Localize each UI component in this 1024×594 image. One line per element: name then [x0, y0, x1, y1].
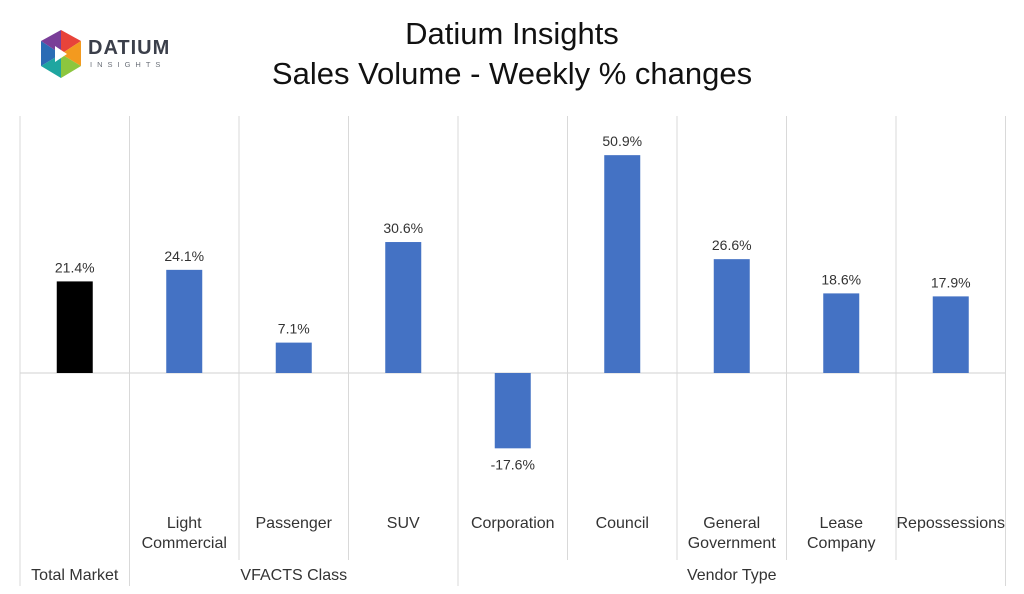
logo-subtext: INSIGHTS	[90, 60, 166, 69]
category-label: Lease	[819, 515, 863, 532]
bar	[166, 269, 203, 373]
data-label: 26.6%	[712, 237, 752, 253]
bar	[494, 373, 531, 449]
data-label: 18.6%	[821, 271, 861, 287]
category-label: Government	[688, 535, 777, 552]
data-label: 30.6%	[383, 220, 423, 236]
category-label: Company	[807, 535, 875, 552]
data-label: 21.4%	[55, 259, 95, 275]
bar	[713, 259, 750, 373]
category-label: Corporation	[471, 515, 555, 532]
logo-wordmark: DATIUM	[88, 37, 171, 59]
category-label: Light	[167, 515, 202, 532]
bar	[823, 293, 860, 373]
bar	[604, 155, 641, 373]
data-label: 50.9%	[602, 133, 642, 149]
bar	[275, 342, 312, 373]
category-label: Council	[596, 515, 649, 532]
data-label: -17.6%	[491, 456, 535, 472]
bar	[932, 296, 969, 373]
chart-subtitle: Sales Volume - Weekly % changes	[271, 56, 753, 91]
data-label: 24.1%	[164, 248, 204, 264]
group-label: Vendor Type	[687, 567, 777, 584]
bar	[56, 281, 93, 373]
chart-title: Datium Insights	[405, 16, 619, 51]
datium-logo: DATIUM INSIGHTS	[38, 28, 188, 84]
group-label: Total Market	[31, 567, 119, 584]
category-label: Passenger	[256, 515, 333, 532]
bar	[385, 242, 422, 373]
data-label: 7.1%	[278, 321, 310, 337]
group-label: VFACTS Class	[240, 567, 347, 584]
category-label: Commercial	[142, 535, 227, 552]
logo-hexagon-icon	[41, 30, 81, 78]
category-label: Repossessions	[897, 515, 1006, 532]
data-label: 17.9%	[931, 274, 971, 290]
category-label: SUV	[387, 515, 420, 532]
category-label: General	[703, 515, 760, 532]
